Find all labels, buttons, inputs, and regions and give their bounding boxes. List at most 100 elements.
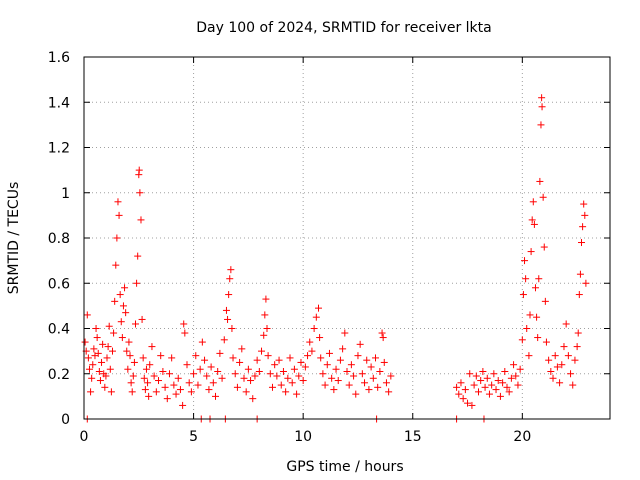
data-point [537,121,545,129]
data-point [533,313,541,321]
data-point [330,386,338,394]
data-point [132,320,140,328]
data-point [114,198,122,206]
data-point [128,388,136,396]
data-point [263,325,271,332]
data-point [525,352,533,360]
y-tick-label: 0.2 [48,367,70,383]
data-point [88,374,96,382]
data-point [286,354,294,362]
y-tick-label: 0.6 [48,276,70,292]
data-point [135,166,143,174]
data-point [564,352,572,360]
data-point [244,365,252,373]
data-point [536,177,544,185]
data-point [535,275,543,283]
data-point [347,361,355,369]
data-point [139,354,147,362]
data-point [534,334,542,342]
data-point [98,358,106,366]
data-point [505,388,513,396]
data-point [207,363,215,371]
data-point [214,367,222,375]
data-point [455,390,463,398]
data-point [201,356,209,364]
data-point [308,347,316,355]
data-point [323,361,331,369]
data-point [168,354,176,362]
data-point [541,297,549,305]
data-point [145,392,153,400]
data-point [99,340,107,348]
data-point [573,343,581,351]
y-tick-label: 1 [61,186,70,202]
data-point [567,370,575,378]
grid-lines [84,57,610,419]
axis-ticks: 0 0.2 0.4 0.6 0.8 1 1.2 1.4 1.6 0 5 10 15 20 [48,50,610,445]
data-point [95,367,103,375]
data-point [385,388,393,396]
data-point [203,372,211,380]
data-point [247,377,255,385]
data-point [101,383,109,391]
x-tick-label: 15 [404,429,422,445]
data-point [321,381,329,389]
data-point [227,266,235,274]
data-point [226,275,234,283]
data-point [483,374,491,382]
data-point [205,386,213,394]
data-point [531,284,539,292]
data-point [528,216,536,224]
data-point [523,325,531,332]
data-point [461,386,469,394]
data-point [310,325,318,332]
data-point [130,358,138,366]
data-point [282,388,290,396]
data-point [261,311,269,319]
data-point [301,363,309,371]
data-point [85,365,93,373]
data-point [198,338,206,346]
data-point [141,386,149,394]
data-point [121,284,129,292]
data-point [519,291,527,299]
data-point [268,383,276,391]
x-tick-label: 0 [80,429,89,445]
x-axis-label: GPS time / hours [286,459,403,475]
data-point [475,388,482,396]
data-point [146,361,154,369]
data-point [540,243,548,251]
data-point [488,381,496,389]
data-point [192,352,200,360]
chart-title: Day 100 of 2024, SRMTID for receiver lkt… [196,20,491,36]
data-point [89,361,97,369]
data-point [315,304,323,312]
data-point [260,331,268,339]
data-point [507,374,515,382]
data-point [295,372,303,380]
data-point [317,354,325,362]
data-point [279,367,287,375]
data-point [275,356,283,364]
data-point [84,354,92,362]
data-point [196,365,204,373]
data-point [152,388,160,396]
data-point [380,358,388,366]
data-point [94,349,102,357]
data-points [81,94,590,423]
data-point [96,377,104,385]
data-point [336,356,344,364]
data-point [579,223,587,231]
data-point [220,336,228,344]
data-point [382,379,390,387]
data-point [157,352,165,360]
data-point [556,379,564,387]
data-point [133,279,141,287]
data-point [459,395,467,403]
data-point [545,356,553,364]
data-point [111,297,119,305]
data-point [529,198,537,206]
data-point [328,374,336,382]
data-point [352,390,360,398]
data-point [553,363,561,371]
